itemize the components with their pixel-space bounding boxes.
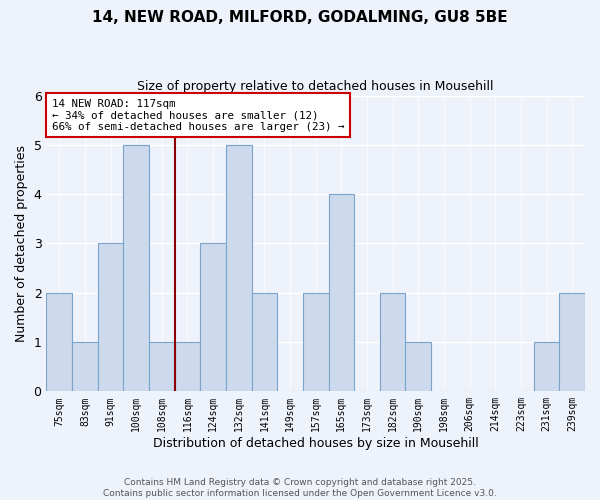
Bar [72, 342, 98, 392]
Bar [380, 292, 406, 392]
X-axis label: Distribution of detached houses by size in Mousehill: Distribution of detached houses by size … [153, 437, 479, 450]
Bar [124, 145, 149, 392]
Bar [534, 342, 559, 392]
Bar [98, 244, 124, 392]
Y-axis label: Number of detached properties: Number of detached properties [15, 145, 28, 342]
Bar [303, 292, 329, 392]
Bar [200, 244, 226, 392]
Bar [46, 292, 72, 392]
Text: 14 NEW ROAD: 117sqm
← 34% of detached houses are smaller (12)
66% of semi-detach: 14 NEW ROAD: 117sqm ← 34% of detached ho… [52, 98, 344, 132]
Title: Size of property relative to detached houses in Mousehill: Size of property relative to detached ho… [137, 80, 494, 93]
Bar [251, 292, 277, 392]
Bar [329, 194, 354, 392]
Text: Contains HM Land Registry data © Crown copyright and database right 2025.
Contai: Contains HM Land Registry data © Crown c… [103, 478, 497, 498]
Bar [559, 292, 585, 392]
Text: 14, NEW ROAD, MILFORD, GODALMING, GU8 5BE: 14, NEW ROAD, MILFORD, GODALMING, GU8 5B… [92, 10, 508, 25]
Bar [149, 342, 175, 392]
Bar [226, 145, 251, 392]
Bar [406, 342, 431, 392]
Bar [175, 342, 200, 392]
